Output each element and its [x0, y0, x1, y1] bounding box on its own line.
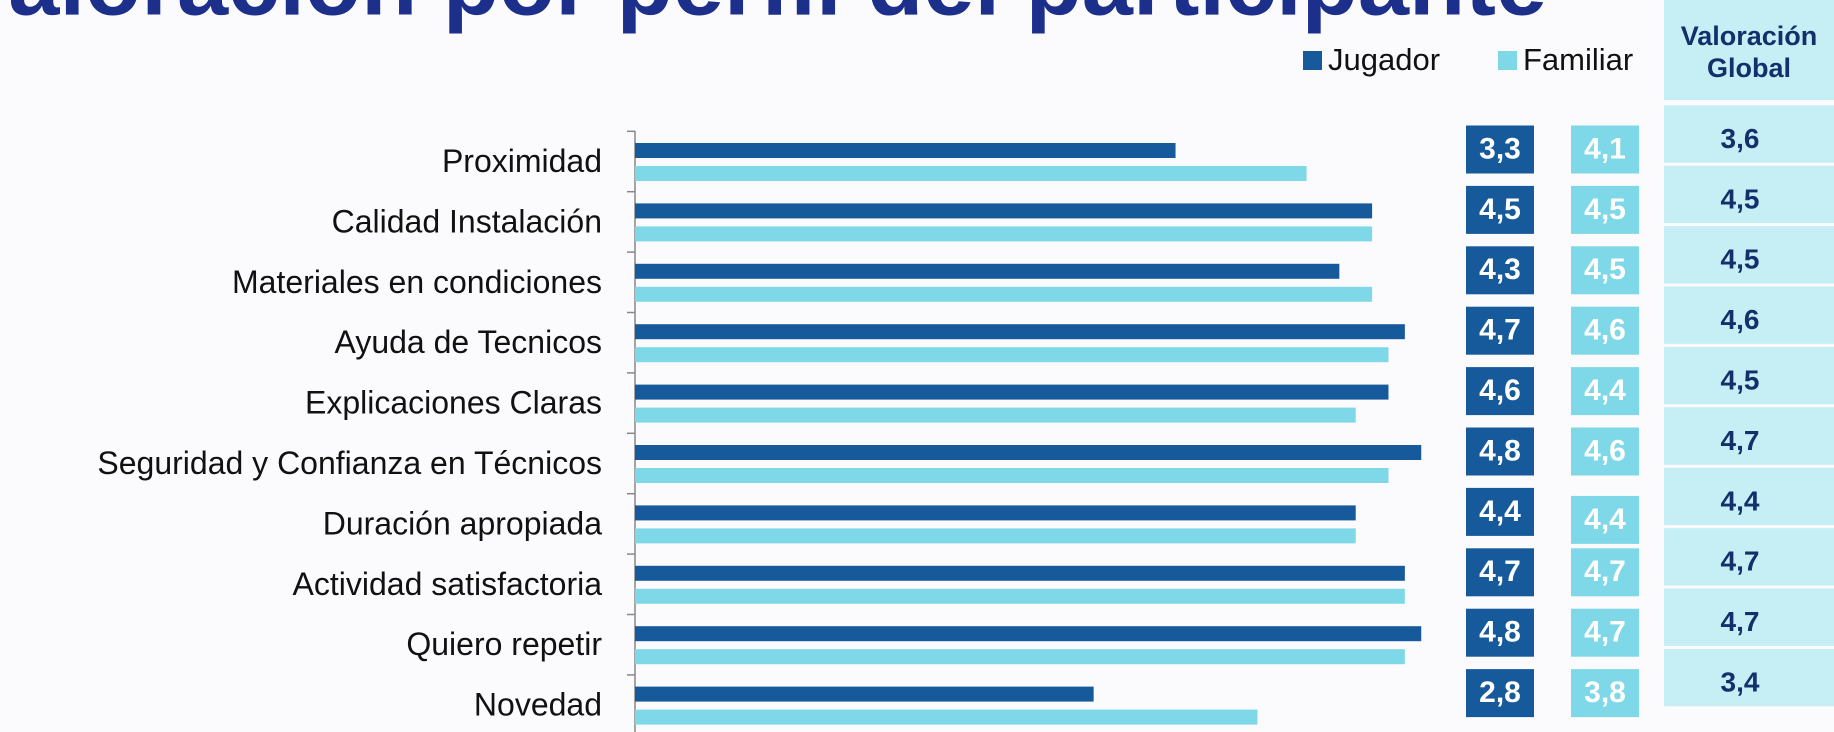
category-label: Proximidad: [442, 143, 602, 179]
legend-swatch: [1303, 51, 1322, 70]
global-value: 3,4: [1721, 666, 1760, 697]
value-box: [1466, 246, 1534, 295]
value-box: [1466, 427, 1534, 476]
value-label: 3,8: [1584, 676, 1626, 709]
value-label: 2,8: [1479, 676, 1521, 709]
value-label: 4,7: [1584, 616, 1626, 649]
chart-title: Valoración por perfil del participante: [0, 0, 1547, 34]
value-box: [1466, 608, 1534, 657]
bar: [635, 347, 1389, 363]
value-box: [1571, 608, 1639, 657]
legend-swatch: [1498, 51, 1517, 70]
global-value: 4,6: [1721, 304, 1760, 335]
bar: [635, 565, 1405, 581]
value-label: 4,8: [1479, 434, 1521, 467]
value-box: [1466, 669, 1534, 718]
bar: [635, 626, 1422, 642]
value-box: [1466, 306, 1534, 355]
category-label: Actividad satisfactoria: [293, 566, 603, 602]
value-label: 4,6: [1584, 314, 1626, 347]
value-box: [1466, 367, 1534, 416]
legend-label: Familiar: [1523, 42, 1633, 77]
bar: [635, 324, 1405, 340]
bar: [635, 445, 1422, 460]
global-value: 4,4: [1721, 485, 1760, 516]
global-cell: [1664, 407, 1834, 465]
bar: [635, 588, 1405, 604]
bar: [635, 468, 1389, 483]
global-value: 4,5: [1721, 364, 1760, 395]
value-box: [1466, 125, 1534, 174]
bar: [635, 686, 1094, 702]
global-cell: [1664, 528, 1834, 586]
category-label: Novedad: [474, 687, 602, 723]
bar: [635, 384, 1389, 400]
global-value: 4,7: [1721, 606, 1760, 637]
value-label: 4,6: [1584, 434, 1626, 467]
value-box: [1571, 669, 1639, 718]
global-cell: [1664, 467, 1834, 526]
bar: [635, 505, 1356, 521]
bar: [635, 263, 1340, 279]
category-label: Ayuda de Tecnicos: [335, 324, 602, 360]
legend-label: Jugador: [1328, 42, 1440, 77]
category-label: Calidad Instalación: [332, 203, 602, 239]
bar: [635, 528, 1356, 544]
global-header-bg: [1664, 0, 1834, 100]
value-label: 4,5: [1584, 193, 1626, 226]
value-label: 4,4: [1584, 374, 1626, 407]
value-label: 4,7: [1479, 314, 1521, 347]
bar: [635, 203, 1373, 219]
global-value: 4,7: [1721, 546, 1760, 577]
global-value: 3,6: [1721, 123, 1760, 154]
category-label: Quiero repetir: [406, 626, 602, 662]
value-label: 3,3: [1479, 132, 1521, 165]
global-cell: [1664, 588, 1834, 646]
global-cell: [1664, 286, 1834, 344]
value-label: 4,6: [1479, 374, 1521, 407]
value-label: 4,7: [1584, 555, 1626, 588]
value-label: 4,3: [1479, 253, 1521, 286]
value-box: [1571, 306, 1639, 355]
value-label: 4,7: [1479, 555, 1521, 588]
global-cell: [1664, 648, 1834, 707]
global-cell: [1664, 346, 1834, 405]
bar: [635, 166, 1307, 181]
bar: [635, 709, 1258, 725]
category-label: Explicaciones Claras: [305, 385, 602, 421]
global-cell: [1664, 226, 1834, 284]
bar: [635, 286, 1373, 302]
value-label: 4,1: [1584, 132, 1626, 165]
bar: [635, 407, 1356, 423]
global-value: 4,5: [1721, 244, 1760, 275]
value-label: 4,5: [1479, 193, 1521, 226]
value-box: [1571, 495, 1639, 544]
category-label: Duración apropiada: [323, 505, 603, 541]
value-box: [1571, 427, 1639, 476]
value-box: [1571, 246, 1639, 295]
value-box: [1571, 367, 1639, 416]
value-box: [1466, 185, 1534, 234]
value-box: [1571, 125, 1639, 174]
value-box: [1466, 548, 1534, 597]
global-cell: [1664, 105, 1834, 163]
global-cell: [1664, 165, 1834, 224]
value-box: [1571, 185, 1639, 234]
global-value: 4,7: [1721, 425, 1760, 456]
global-value: 4,5: [1721, 183, 1760, 214]
bar: [635, 143, 1176, 158]
value-box: [1571, 548, 1639, 597]
value-box: [1466, 487, 1534, 536]
value-label: 4,5: [1584, 253, 1626, 286]
category-label: Materiales en condiciones: [232, 264, 602, 300]
global-header: Valoración Global: [1680, 20, 1818, 83]
value-label: 4,4: [1479, 495, 1521, 528]
value-label: 4,4: [1584, 503, 1626, 536]
bar: [635, 226, 1373, 242]
value-label: 4,8: [1479, 616, 1521, 649]
bar: [635, 649, 1405, 665]
category-label: Seguridad y Confianza en Técnicos: [97, 445, 602, 481]
